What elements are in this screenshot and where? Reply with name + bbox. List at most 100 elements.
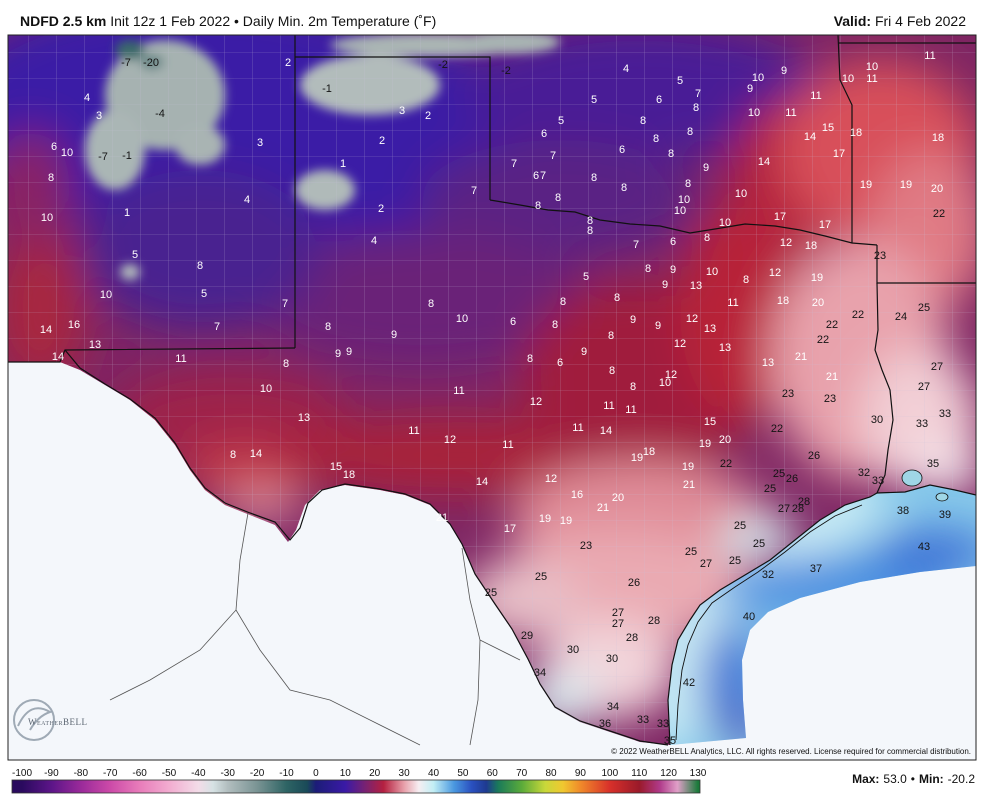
temperature-label: 10 [41, 212, 53, 224]
temperature-label: 17 [504, 523, 516, 535]
color-scale-tick-label: -90 [44, 768, 59, 779]
temperature-label: 1 [340, 158, 346, 170]
temperature-label: 28 [798, 496, 810, 508]
temperature-label: 11 [625, 404, 636, 416]
temperature-label: 33 [872, 475, 884, 487]
temperature-label: 22 [817, 334, 829, 346]
temperature-label: 2 [379, 135, 385, 147]
temperature-label: 8 [640, 115, 646, 127]
temperature-label: 32 [858, 467, 870, 479]
temperature-label: 5 [677, 75, 683, 87]
min-value: -20.2 [948, 772, 976, 786]
temperature-label: 30 [606, 653, 618, 665]
temperature-label: 9 [662, 279, 668, 291]
temperature-label: 5 [132, 249, 138, 261]
min-label: Min: [919, 772, 944, 786]
temperature-label: 18 [777, 295, 789, 307]
temperature-label: 11 [502, 439, 513, 451]
temperature-label: 8 [693, 102, 699, 114]
temperature-label: 18 [850, 127, 862, 139]
temperature-label: 6 [510, 316, 516, 328]
temperature-label: 11 [572, 422, 583, 434]
temperature-label: 11 [866, 73, 877, 85]
temperature-label: 39 [939, 509, 951, 521]
temperature-label: 8 [325, 321, 331, 333]
temperature-label: 12 [780, 237, 792, 249]
temperature-label: 8 [560, 296, 566, 308]
temperature-label: 8 [587, 225, 593, 237]
temperature-label: 8 [704, 232, 710, 244]
temperature-label: 30 [567, 644, 579, 656]
temperature-label: 27 [931, 361, 943, 373]
temperature-label: 24 [895, 311, 907, 323]
temperature-label: 5 [591, 94, 597, 106]
stats-separator: • [911, 772, 915, 786]
temperature-label: 6 [670, 236, 676, 248]
temperature-label: 7 [695, 88, 701, 100]
temperature-label: 14 [476, 476, 488, 488]
temperature-label: 16 [571, 489, 583, 501]
color-scale-ticks: -100 -90 -80 -70 -60 -50 -40 -30 -20 -10 0 10 20 30 40… [12, 768, 707, 779]
temperature-label: 21 [597, 502, 609, 514]
temperature-label: 10 [61, 147, 73, 159]
temperature-label: -4 [155, 108, 165, 120]
color-scale-tick-label: 70 [516, 768, 528, 779]
temperature-label: 33 [637, 714, 649, 726]
temperature-label: 19 [560, 515, 572, 527]
temperature-label: 10 [456, 313, 468, 325]
temperature-label: 11 [924, 50, 935, 62]
color-scale-tick-label: 130 [690, 768, 707, 779]
copyright-notice: © 2022 WeatherBELL Analytics, LLC. All r… [611, 747, 971, 756]
temperature-label: 9 [630, 314, 636, 326]
temperature-label: 10 [260, 383, 272, 395]
temperature-label: 9 [670, 264, 676, 276]
temperature-label: 21 [795, 351, 807, 363]
color-scale-tick-label: -20 [250, 768, 265, 779]
temperature-label: 18 [643, 446, 655, 458]
color-scale-tick-label: 0 [313, 768, 319, 779]
temperature-label: 14 [250, 448, 262, 460]
temperature-label: 19 [900, 179, 912, 191]
temperature-label: 36 [599, 718, 611, 730]
temperature-label: 10 [842, 73, 854, 85]
temperature-label: 11 [453, 385, 464, 397]
color-scale-tick-label: 40 [428, 768, 440, 779]
temperature-label: 11 [810, 90, 821, 102]
coastline [667, 484, 976, 746]
temperature-label: 23 [580, 540, 592, 552]
temperature-label: -20 [143, 57, 159, 69]
temperature-label: 26 [808, 450, 820, 462]
temperature-label: 42 [683, 677, 695, 689]
temperature-label: 25 [685, 546, 697, 558]
temperature-label: 27 [778, 503, 790, 515]
temperature-label: 8 [609, 365, 615, 377]
temperature-label: 7 [471, 185, 477, 197]
temperature-label: 15 [822, 122, 834, 134]
temperature-label: 10 [659, 377, 671, 389]
temperature-label: 9 [781, 65, 787, 77]
temperature-label: 11 [408, 425, 419, 437]
color-scale-tick-label: 100 [601, 768, 618, 779]
color-scale-tick-label: 60 [487, 768, 499, 779]
temperature-label: 27 [612, 618, 624, 630]
temperature-label: 8 [555, 192, 561, 204]
temperature-label: 6 [619, 144, 625, 156]
temperature-label: 28 [626, 632, 638, 644]
temperature-label: 13 [690, 280, 702, 292]
temperature-label: 25 [485, 587, 497, 599]
logo-text: WeatherBELL [28, 717, 88, 727]
color-scale-tick-label: -60 [132, 768, 147, 779]
temperature-label: 28 [792, 503, 804, 515]
temperature-label: 4 [244, 194, 250, 206]
temperature-label: 22 [771, 423, 783, 435]
temperature-label: 12 [665, 369, 677, 381]
temperature-label: 19 [631, 452, 643, 464]
temperature-label: 30 [871, 414, 883, 426]
temperature-label: 23 [824, 393, 836, 405]
temperature-label: 10 [752, 72, 764, 84]
mexico-state-borders [109, 512, 521, 746]
color-scale-tick-label: -30 [220, 768, 235, 779]
temperature-label: 6 [533, 170, 539, 182]
max-min-stats: Max: 53.0 • Min: -20.2 [852, 772, 975, 786]
